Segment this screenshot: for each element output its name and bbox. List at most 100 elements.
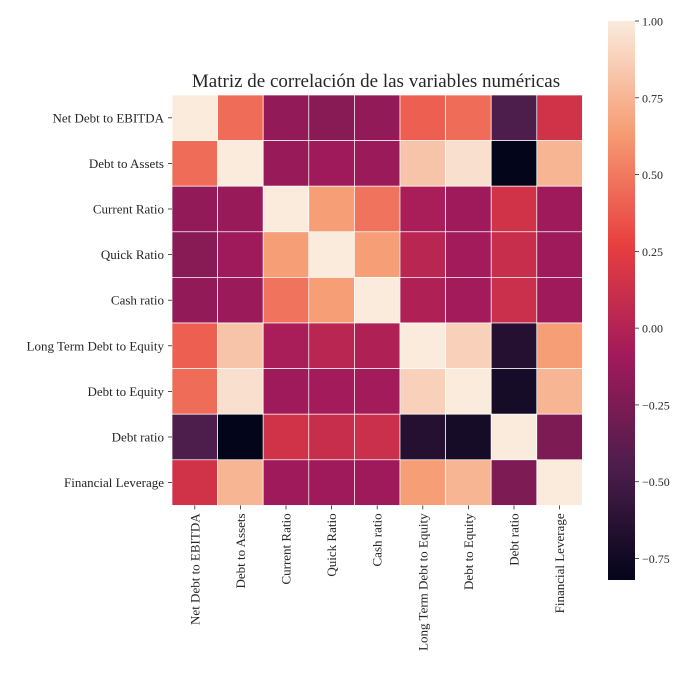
column-tick-label: Current Ratio (279, 513, 294, 584)
heatmap-cell (308, 413, 355, 461)
heatmap-cell (354, 140, 401, 187)
heatmap-cell (354, 94, 401, 141)
heatmap-cell (536, 94, 583, 141)
colorbar-tick-label: 0.25 (642, 245, 663, 259)
heatmap-cell (445, 368, 492, 415)
heatmap-cell (399, 322, 446, 369)
heatmap-cell (308, 459, 355, 506)
column-tick-label: Debt to Equity (461, 513, 476, 590)
heatmap-cell (399, 413, 446, 461)
heatmap-cell (262, 322, 310, 369)
row-tick-label: Cash ratio (111, 293, 164, 308)
heatmap-cell (171, 140, 218, 187)
heatmap-cell (399, 368, 446, 415)
heatmap-cell (536, 185, 583, 233)
row-tick-label: Debt ratio (112, 430, 164, 445)
colorbar-tick-label: 1.00 (642, 15, 663, 29)
heatmap-cell (354, 231, 401, 278)
heatmap-cell (354, 368, 401, 415)
heatmap-cell (262, 140, 310, 187)
heatmap-cell (217, 231, 264, 278)
heatmap-cell (308, 231, 355, 278)
heatmap-cell (217, 185, 264, 233)
row-tick-label: Long Term Debt to Equity (27, 338, 165, 353)
heatmap-cell (171, 459, 218, 506)
heatmap-cell (171, 322, 218, 369)
row-tick-label: Debt to Equity (87, 384, 164, 399)
colorbar-gradient (608, 21, 635, 580)
heatmap-cell (490, 140, 538, 187)
heatmap-cell (445, 322, 492, 369)
heatmap-cell (308, 140, 355, 187)
heatmap-cell (262, 413, 310, 461)
heatmap-cell (536, 231, 583, 278)
heatmap-cell (262, 185, 310, 233)
colorbar-tick-label: 0.75 (642, 91, 663, 105)
colorbar-tick-label: −0.50 (642, 475, 670, 489)
colorbar-tick-label: −0.25 (642, 398, 670, 412)
heatmap-cell (217, 277, 264, 324)
heatmap-cell (399, 277, 446, 324)
heatmap-cell (536, 140, 583, 187)
row-tick-label: Current Ratio (93, 202, 164, 217)
heatmap-cell (354, 322, 401, 369)
heatmap-cell (445, 231, 492, 278)
heatmap-cell (536, 459, 583, 506)
heatmap-cell (490, 413, 538, 461)
heatmap-cell (217, 322, 264, 369)
chart-title: Matriz de correlación de las variables n… (192, 71, 560, 92)
heatmap-cell (536, 322, 583, 369)
column-tick-label: Long Term Debt to Equity (415, 513, 430, 651)
heatmap-cell (490, 185, 538, 233)
row-tick-label: Debt to Assets (89, 156, 164, 171)
heatmap-cell (171, 185, 218, 233)
column-tick-label: Financial Leverage (552, 513, 567, 613)
heatmap-cell (536, 277, 583, 324)
heatmap-cell (490, 368, 538, 415)
heatmap-cell (308, 185, 355, 233)
row-tick-label: Net Debt to EBITDA (52, 110, 164, 125)
heatmap-cell (399, 94, 446, 141)
heatmap-cell (490, 459, 538, 506)
heatmap-cell (399, 459, 446, 506)
row-tick-labels: Net Debt to EBITDA Debt to Assets Current … (27, 110, 172, 490)
colorbar-tick-label: −0.75 (642, 552, 670, 566)
heatmap-cell (217, 94, 264, 141)
heatmap-cell (171, 277, 218, 324)
heatmap-cell (490, 94, 538, 141)
column-tick-label: Net Debt to EBITDA (187, 513, 202, 625)
heatmap-cell (217, 413, 264, 461)
heatmap-cell (445, 459, 492, 506)
colorbar-tick-label: 0.50 (642, 168, 663, 182)
row-tick-label: Financial Leverage (64, 475, 164, 490)
heatmap-cell (354, 277, 401, 324)
heatmap-cell (262, 277, 310, 324)
heatmap-cell (171, 94, 218, 141)
heatmap-cell (262, 368, 310, 415)
heatmap-cell (171, 231, 218, 278)
column-tick-label: Debt ratio (507, 513, 522, 565)
heatmap-cell (445, 140, 492, 187)
heatmap-cell (262, 94, 310, 141)
heatmap-cell (490, 277, 538, 324)
heatmap-cell (217, 459, 264, 506)
heatmap-cell (445, 277, 492, 324)
heatmap-cell (354, 185, 401, 233)
heatmap-cell (490, 231, 538, 278)
heatmap-cell (308, 322, 355, 369)
heatmap-cell (171, 368, 218, 415)
heatmap-cell (308, 277, 355, 324)
heatmap-cell (217, 140, 264, 187)
heatmap-cell (262, 459, 310, 506)
heatmap-cell (354, 459, 401, 506)
heatmap-cell (445, 185, 492, 233)
heatmap-cell (217, 368, 264, 415)
heatmap-cell (171, 413, 218, 461)
heatmap-cell (399, 140, 446, 187)
row-tick-label: Quick Ratio (101, 247, 164, 262)
column-tick-label: Quick Ratio (324, 513, 339, 576)
heatmap-cell (536, 368, 583, 415)
heatmap-cell (354, 413, 401, 461)
heatmap-cell (536, 413, 583, 461)
